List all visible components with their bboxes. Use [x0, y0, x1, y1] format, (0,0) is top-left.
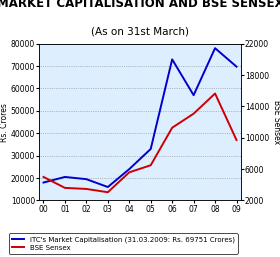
Y-axis label: BSE Sensex: BSE Sensex — [272, 100, 280, 144]
Title: MARKET CAPITALISATION AND BSE SENSEX: MARKET CAPITALISATION AND BSE SENSEX — [0, 0, 280, 10]
Legend: ITC's Market Capitalisation (31.03.2009: Rs. 69751 Crores), BSE Sensex: ITC's Market Capitalisation (31.03.2009:… — [9, 233, 238, 253]
Text: (As on 31st March): (As on 31st March) — [91, 27, 189, 37]
Y-axis label: Rs. Crores: Rs. Crores — [0, 103, 9, 142]
